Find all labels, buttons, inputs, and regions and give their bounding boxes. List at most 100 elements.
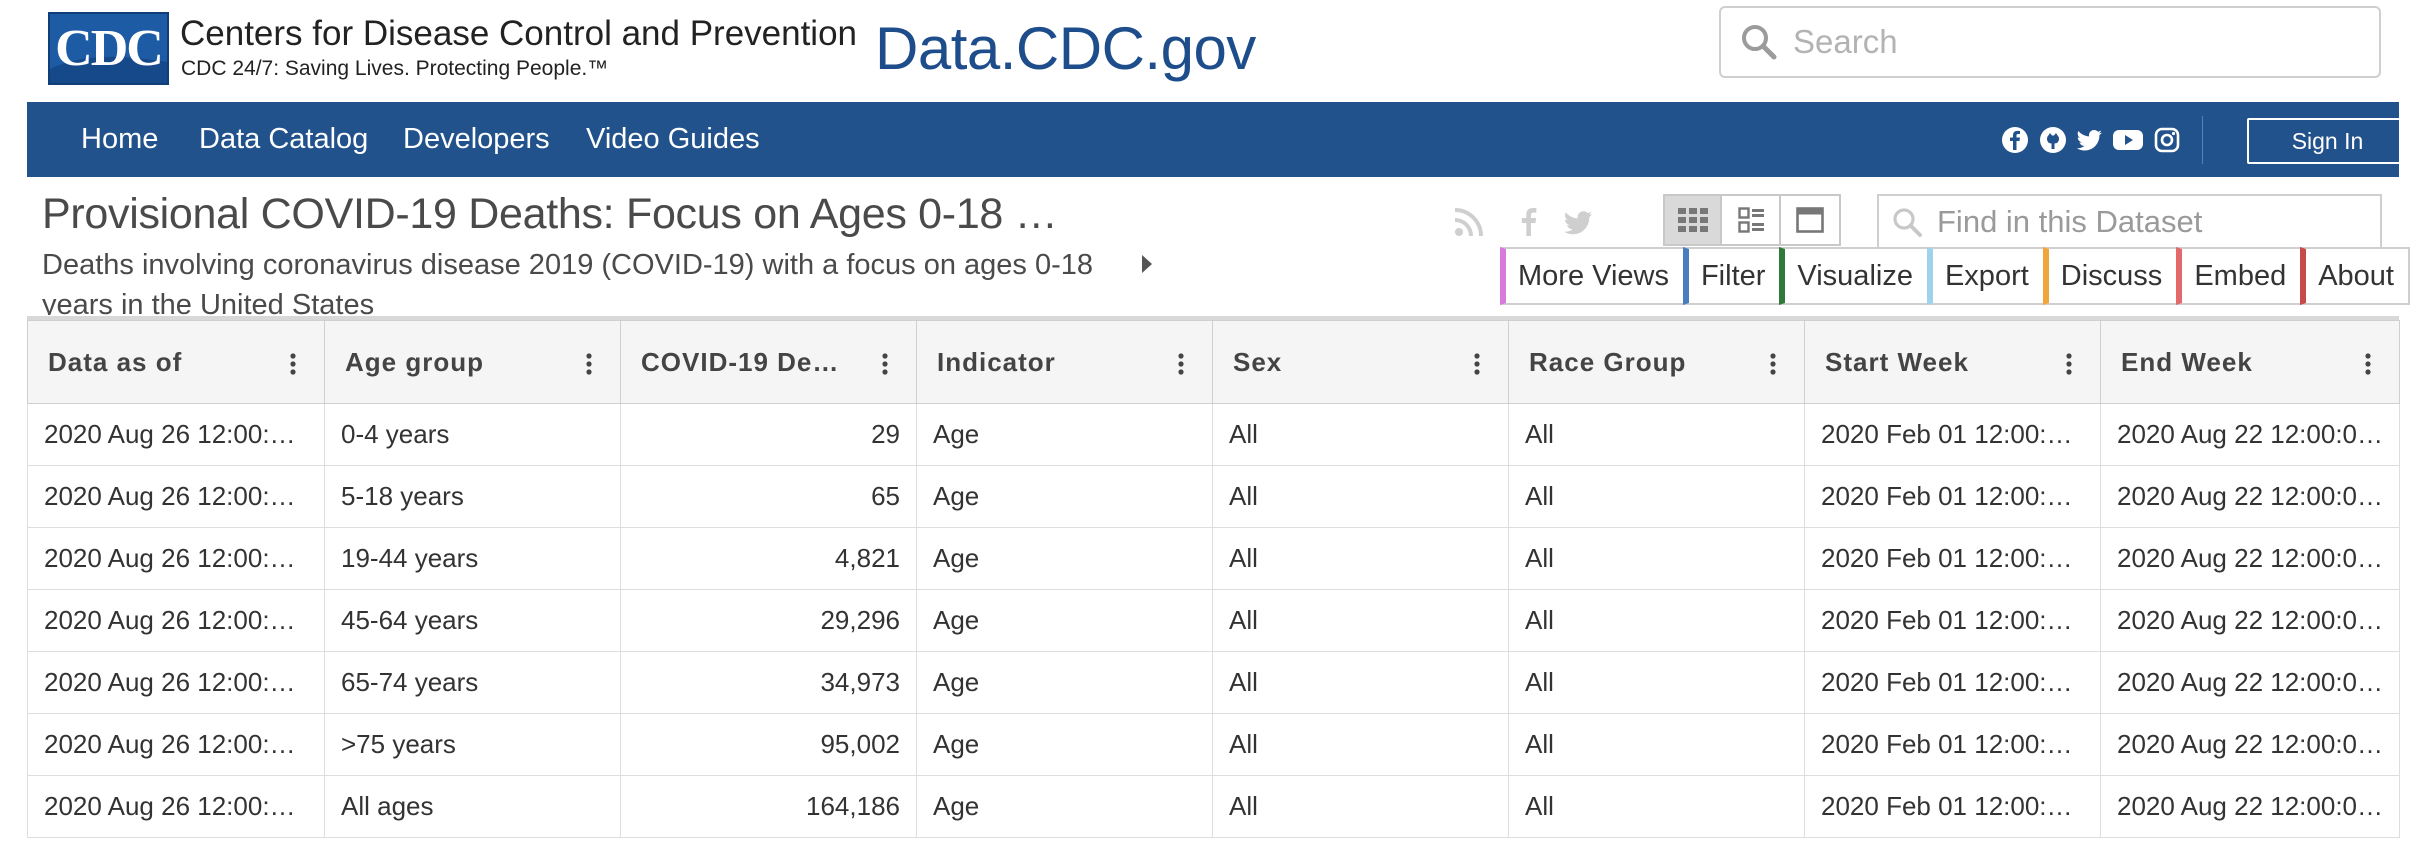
column-label: Indicator bbox=[937, 347, 1056, 378]
discuss-button[interactable]: Discuss bbox=[2042, 247, 2179, 305]
table-row[interactable]: 2020 Aug 26 12:00:00 … 65-74 years 34,97… bbox=[27, 651, 2400, 714]
site-search bbox=[1719, 6, 2381, 78]
about-button[interactable]: About bbox=[2300, 247, 2410, 305]
column-header-race-group[interactable]: Race Group bbox=[1508, 320, 1805, 404]
column-menu-icon[interactable] bbox=[1770, 353, 1776, 375]
site-title[interactable]: Data.CDC.gov bbox=[875, 15, 1256, 82]
more-views-button[interactable]: More Views bbox=[1500, 247, 1685, 305]
rss-icon[interactable] bbox=[1453, 206, 1485, 238]
table-row[interactable]: 2020 Aug 26 12:00:00 … >75 years 95,002 … bbox=[27, 713, 2400, 776]
nav-divider bbox=[2202, 116, 2203, 164]
column-menu-icon[interactable] bbox=[586, 353, 592, 375]
cell-data-as-of: 2020 Aug 26 12:00:00 … bbox=[27, 403, 325, 466]
column-header-data-as-of[interactable]: Data as of bbox=[27, 320, 325, 404]
cdc-logo[interactable]: CDC bbox=[48, 12, 169, 85]
grid-view-button[interactable] bbox=[1665, 196, 1723, 244]
table-row[interactable]: 2020 Aug 26 12:00:00 … 19-44 years 4,821… bbox=[27, 527, 2400, 590]
cell-data-as-of: 2020 Aug 26 12:00:00 … bbox=[27, 465, 325, 528]
cell-end-week: 2020 Aug 22 12:00:00 … bbox=[2100, 465, 2400, 528]
cell-start-week: 2020 Feb 01 12:00:00 … bbox=[1804, 527, 2101, 590]
cell-race-group: All bbox=[1508, 589, 1805, 652]
nav-data-catalog[interactable]: Data Catalog bbox=[199, 123, 369, 155]
find-search-icon[interactable] bbox=[1891, 206, 1923, 238]
nav-home[interactable]: Home bbox=[81, 123, 159, 155]
card-view-icon bbox=[1796, 207, 1824, 233]
cell-sex: All bbox=[1212, 403, 1509, 466]
cell-sex: All bbox=[1212, 589, 1509, 652]
twitter-share-icon[interactable] bbox=[1562, 206, 1594, 238]
column-menu-icon[interactable] bbox=[2066, 353, 2072, 375]
filter-button[interactable]: Filter bbox=[1682, 247, 1782, 305]
cell-sex: All bbox=[1212, 465, 1509, 528]
row-view-icon bbox=[1737, 207, 1764, 233]
table-row[interactable]: 2020 Aug 26 12:00:00 … All ages 164,186 … bbox=[27, 775, 2400, 838]
cell-age-group: 0-4 years bbox=[324, 403, 621, 466]
cell-covid-deaths: 4,821 bbox=[620, 527, 917, 590]
twitter-icon[interactable] bbox=[2076, 126, 2104, 154]
table-row[interactable]: 2020 Aug 26 12:00:00 … 5-18 years 65 Age… bbox=[27, 465, 2400, 528]
column-label: Data as of bbox=[48, 347, 183, 378]
cell-age-group: All ages bbox=[324, 775, 621, 838]
card-view-button[interactable] bbox=[1781, 194, 1841, 246]
cell-age-group: 19-44 years bbox=[324, 527, 621, 590]
cell-age-group: 45-64 years bbox=[324, 589, 621, 652]
nav-developers[interactable]: Developers bbox=[403, 123, 550, 155]
search-input[interactable] bbox=[1793, 23, 2353, 61]
column-menu-icon[interactable] bbox=[290, 353, 296, 375]
column-menu-icon[interactable] bbox=[882, 353, 888, 375]
column-label: Age group bbox=[345, 347, 484, 378]
column-header-age-group[interactable]: Age group bbox=[324, 320, 621, 404]
cell-end-week: 2020 Aug 22 12:00:00 … bbox=[2100, 651, 2400, 714]
column-header-start-week[interactable]: Start Week bbox=[1804, 320, 2101, 404]
github-icon[interactable] bbox=[2039, 126, 2067, 154]
column-header-covid-19-deaths[interactable]: COVID-19 Deat… bbox=[620, 320, 917, 404]
cell-covid-deaths: 164,186 bbox=[620, 775, 917, 838]
column-header-end-week[interactable]: End Week bbox=[2100, 320, 2400, 404]
cell-end-week: 2020 Aug 22 12:00:00 … bbox=[2100, 527, 2400, 590]
column-menu-icon[interactable] bbox=[1474, 353, 1480, 375]
export-button[interactable]: Export bbox=[1926, 247, 2045, 305]
cell-start-week: 2020 Feb 01 12:00:00 … bbox=[1804, 589, 2101, 652]
sign-in-button[interactable]: Sign In bbox=[2247, 118, 2408, 164]
column-header-indicator[interactable]: Indicator bbox=[916, 320, 1213, 404]
visualize-button[interactable]: Visualize bbox=[1779, 247, 1929, 305]
facebook-icon[interactable] bbox=[2001, 126, 2029, 154]
cell-sex: All bbox=[1212, 713, 1509, 776]
cell-age-group: 65-74 years bbox=[324, 651, 621, 714]
column-menu-icon[interactable] bbox=[2365, 353, 2371, 375]
cell-end-week: 2020 Aug 22 12:00:00 … bbox=[2100, 713, 2400, 776]
data-grid: Data as of Age group COVID-19 Deat… Indi… bbox=[27, 320, 2400, 838]
instagram-icon[interactable] bbox=[2153, 126, 2181, 154]
cell-data-as-of: 2020 Aug 26 12:00:00 … bbox=[27, 651, 325, 714]
dataset-title: Provisional COVID-19 Deaths: Focus on Ag… bbox=[42, 190, 1058, 238]
column-header-sex[interactable]: Sex bbox=[1212, 320, 1509, 404]
cell-data-as-of: 2020 Aug 26 12:00:00 … bbox=[27, 775, 325, 838]
expand-description-icon[interactable] bbox=[1142, 255, 1152, 273]
agency-name: Centers for Disease Control and Preventi… bbox=[180, 14, 858, 53]
cell-race-group: All bbox=[1508, 713, 1805, 776]
agency-tagline: CDC 24/7: Saving Lives. Protecting Peopl… bbox=[181, 57, 609, 80]
cell-indicator: Age bbox=[916, 713, 1213, 776]
cell-start-week: 2020 Feb 01 12:00:00 … bbox=[1804, 775, 2101, 838]
cell-covid-deaths: 29 bbox=[620, 403, 917, 466]
cell-age-group: 5-18 years bbox=[324, 465, 621, 528]
table-row[interactable]: 2020 Aug 26 12:00:00 … 45-64 years 29,29… bbox=[27, 589, 2400, 652]
row-view-button[interactable] bbox=[1722, 196, 1779, 244]
view-mode-toggle bbox=[1663, 194, 1781, 246]
youtube-icon[interactable] bbox=[2112, 126, 2144, 154]
cell-indicator: Age bbox=[916, 651, 1213, 714]
facebook-share-icon[interactable] bbox=[1518, 206, 1540, 238]
column-menu-icon[interactable] bbox=[1178, 353, 1184, 375]
nav-video-guides[interactable]: Video Guides bbox=[586, 123, 760, 155]
cell-end-week: 2020 Aug 22 12:00:00 … bbox=[2100, 403, 2400, 466]
embed-button[interactable]: Embed bbox=[2176, 247, 2303, 305]
cell-end-week: 2020 Aug 22 12:00:00 … bbox=[2100, 589, 2400, 652]
search-icon[interactable] bbox=[1739, 22, 1779, 62]
cell-start-week: 2020 Feb 01 12:00:00 … bbox=[1804, 403, 2101, 466]
logo-swoosh bbox=[50, 56, 167, 83]
table-row[interactable]: 2020 Aug 26 12:00:00 … 0-4 years 29 Age … bbox=[27, 403, 2400, 466]
cell-age-group: >75 years bbox=[324, 713, 621, 776]
find-input[interactable] bbox=[1937, 204, 2377, 240]
cell-indicator: Age bbox=[916, 527, 1213, 590]
site-header: CDC Centers for Disease Control and Prev… bbox=[0, 0, 2426, 102]
